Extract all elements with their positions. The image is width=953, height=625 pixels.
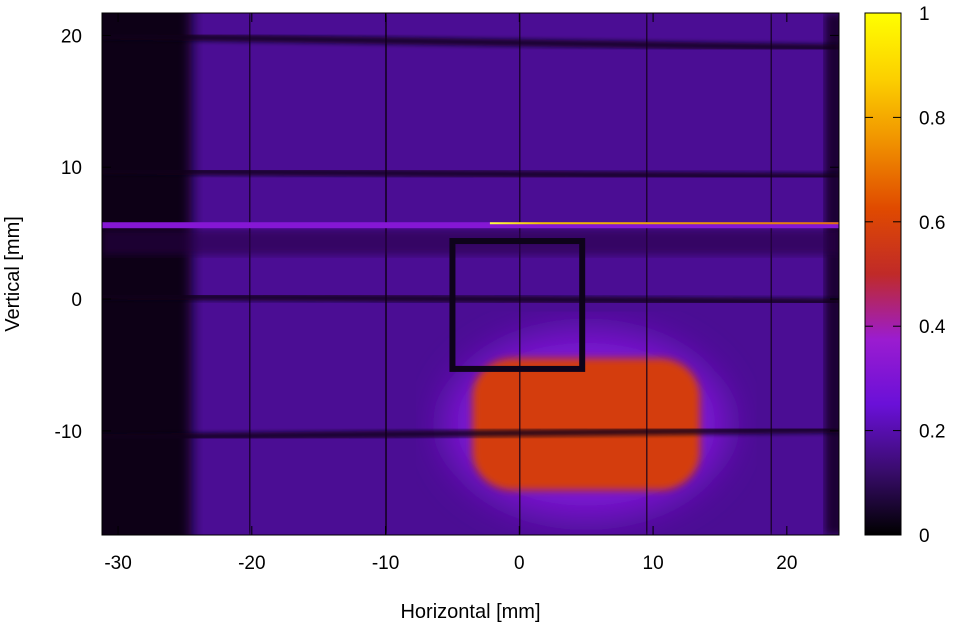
y-tick-label: -10 xyxy=(55,422,82,443)
y-axis: -10 0 10 20 xyxy=(55,26,839,443)
colorbar-tick-label: 0.2 xyxy=(919,422,945,443)
horizontal-shadow-line xyxy=(102,32,839,52)
horizontal-shadow-line xyxy=(102,292,839,306)
y-axis-label: Vertical [mm] xyxy=(2,216,24,332)
y-tick-label: 0 xyxy=(71,290,82,311)
x-tick-label: -30 xyxy=(104,553,131,574)
y-tick-label: 20 xyxy=(61,26,82,47)
bright-stripe xyxy=(102,222,839,229)
hot-spot xyxy=(472,358,700,491)
right-edge-shadow xyxy=(825,13,839,535)
frame-rectangle xyxy=(449,238,586,372)
x-tick-label: -10 xyxy=(372,553,399,574)
x-axis-label: Horizontal [mm] xyxy=(400,601,540,623)
x-axis: -30 -20 -10 0 10 20 xyxy=(104,13,797,574)
vertical-shadow-line xyxy=(767,13,776,535)
colorbar xyxy=(864,12,902,536)
horizontal-shadow-line xyxy=(102,426,839,441)
x-tick-label: 20 xyxy=(776,553,797,574)
colorbar-axis: 0 0.2 0.4 0.6 0.8 1 xyxy=(865,4,946,547)
plot-area xyxy=(102,13,839,535)
plot-frame xyxy=(101,12,840,536)
vertical-shadow-line xyxy=(642,13,651,535)
x-tick-label: -20 xyxy=(238,553,265,574)
vertical-shadow-line xyxy=(515,13,524,535)
colorbar-tick-label: 0.4 xyxy=(919,317,946,338)
x-tick-label: 0 xyxy=(514,553,525,574)
colorbar-tick-label: 0 xyxy=(919,526,930,547)
x-tick-label: 10 xyxy=(643,553,664,574)
bright-stripe-highlight xyxy=(489,222,839,225)
vertical-shadow-line xyxy=(245,13,254,535)
left-dark-band xyxy=(102,13,192,535)
horizontal-shadow-line xyxy=(102,167,839,181)
vertical-shadow-line xyxy=(382,13,391,535)
y-tick-label: 10 xyxy=(61,158,82,179)
colorbar-tick-label: 0.6 xyxy=(919,213,945,234)
colorbar-tick-label: 1 xyxy=(919,4,930,25)
colorbar-tick-label: 0.8 xyxy=(919,108,945,129)
